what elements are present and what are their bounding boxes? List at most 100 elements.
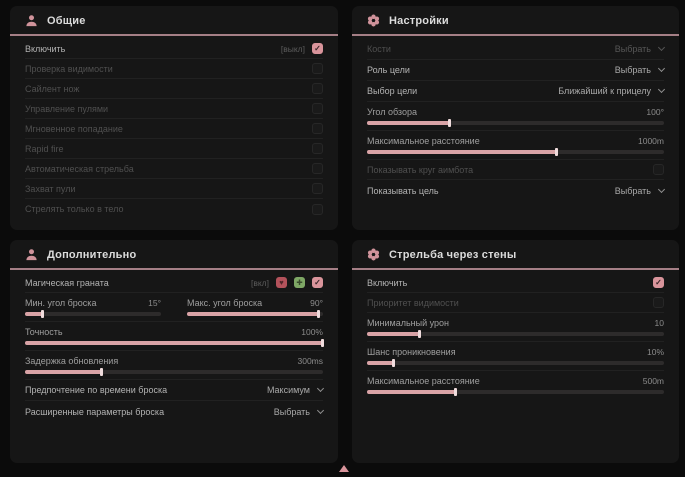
toggle-row-aimbot-circle[interactable]: Показывать круг аимбота	[367, 160, 664, 180]
slider-value: 90°	[310, 298, 323, 308]
heart-red-icon[interactable]: ♥	[276, 277, 287, 288]
min-throw-angle-slider[interactable]	[25, 310, 161, 318]
max-throw-angle-slider[interactable]	[187, 310, 323, 318]
toggle-row-enable-wallbang[interactable]: Включить ✓	[367, 273, 664, 293]
slider-value: 100%	[301, 327, 323, 337]
slider-label: Макс. угол броска	[187, 298, 263, 308]
slider-label: Максимальное расстояние	[367, 136, 480, 146]
cursor-indicator-icon	[339, 465, 349, 472]
slider-row-wallbang-max-distance: Максимальное расстояние 500m	[367, 371, 664, 399]
row-label: Магическая граната	[25, 277, 109, 288]
dropdown-value: Выбрать	[273, 406, 310, 417]
toggle-row-magic-grenade[interactable]: Магическая граната [вкл] ♥ ✚ ✓	[25, 273, 323, 293]
update-delay-slider[interactable]	[25, 368, 323, 376]
checkbox[interactable]	[312, 163, 323, 174]
cross-glyph: ✚	[296, 277, 303, 287]
panel-additional: Дополнительно Магическая граната [вкл] ♥…	[10, 240, 338, 463]
slider-value: 10%	[646, 347, 664, 357]
slider-label: Минимальный урон	[367, 318, 450, 328]
dropdown-value: Максимум	[266, 385, 310, 395]
row-label: Выбор цели	[367, 86, 418, 96]
chevron-down-icon	[657, 85, 666, 94]
slider-value: 10	[654, 318, 664, 328]
bones-dropdown[interactable]: Выбрать	[614, 43, 666, 54]
throw-time-dropdown[interactable]: Максимум	[266, 384, 325, 395]
checkbox-checked[interactable]: ✓	[312, 43, 323, 54]
row-label: Захват пули	[25, 183, 76, 194]
wallbang-max-distance-slider[interactable]	[367, 388, 664, 396]
slider-row-fov: Угол обзора 100°	[367, 102, 664, 131]
slider-label: Точность	[25, 327, 63, 337]
chevron-down-icon	[657, 185, 666, 193]
show-target-dropdown[interactable]: Выбрать	[615, 185, 666, 196]
chevron-down-icon	[316, 384, 325, 393]
toggle-row-bullet-control[interactable]: Управление пулями	[25, 99, 323, 119]
target-role-dropdown[interactable]: Выбрать	[615, 64, 666, 75]
toggle-row-rapid-fire[interactable]: Rapid fire	[25, 139, 323, 159]
advanced-throw-dropdown[interactable]: Выбрать	[273, 406, 325, 417]
panel-wallbang-body: Включить ✓ Приоритет видимости Минимальн…	[352, 270, 679, 399]
checkbox-checked[interactable]: ✓	[653, 277, 664, 288]
panel-settings: Настройки Кости Выбрать Роль цели Выбрат…	[352, 6, 679, 230]
flower-icon	[367, 14, 380, 27]
dropdown-row-show-target[interactable]: Показывать цель Выбрать	[367, 180, 666, 201]
slider-label: Угол обзора	[367, 107, 417, 117]
bind-tag: [вкл]	[250, 277, 269, 288]
checkbox[interactable]	[312, 103, 323, 114]
dropdown-row-target-role[interactable]: Роль цели Выбрать	[367, 60, 666, 81]
row-label: Rapid fire	[25, 143, 64, 154]
checkbox-checked[interactable]: ✓	[312, 277, 323, 288]
checkbox[interactable]	[312, 83, 323, 94]
fov-slider[interactable]	[367, 119, 664, 127]
dropdown-row-target-select[interactable]: Выбор цели Ближайший к прицелу	[367, 81, 666, 102]
slider-value: 15°	[148, 298, 161, 308]
toggle-row-enable[interactable]: Включить [выкл] ✓	[25, 39, 323, 59]
panel-settings-header: Настройки	[352, 6, 679, 36]
slider-row-update-delay: Задержка обновления 300ms	[25, 351, 323, 380]
toggle-row-body-only[interactable]: Стрелять только в тело	[25, 199, 323, 219]
checkbox[interactable]	[312, 123, 323, 134]
slider-row-throw-angles: Мин. угол броска 15° Макс. угол броска 9…	[25, 293, 323, 322]
toggle-row-silent-knife[interactable]: Сайлент нож	[25, 79, 323, 99]
dropdown-value: Выбрать	[614, 44, 651, 54]
bind-tag: [выкл]	[280, 43, 305, 54]
dropdown-row-advanced-throw[interactable]: Расширенные параметры броска Выбрать	[25, 401, 325, 422]
dropdown-row-bones[interactable]: Кости Выбрать	[367, 39, 666, 60]
toggle-row-visibility-priority[interactable]: Приоритет видимости	[367, 293, 664, 313]
panel-title: Настройки	[389, 14, 449, 27]
toggle-row-bullet-capture[interactable]: Захват пули	[25, 179, 323, 199]
dropdown-value: Ближайший к прицелу	[558, 86, 651, 96]
row-label: Сайлент нож	[25, 83, 80, 94]
checkbox[interactable]	[312, 63, 323, 74]
penetration-chance-slider[interactable]	[367, 359, 664, 367]
chevron-down-icon	[657, 43, 666, 52]
checkbox[interactable]	[312, 143, 323, 154]
accuracy-slider[interactable]	[25, 339, 324, 347]
panel-title: Общие	[47, 14, 86, 27]
max-distance-slider[interactable]	[367, 148, 664, 156]
row-label: Автоматическая стрельба	[25, 163, 134, 174]
check-icon: ✓	[314, 43, 321, 53]
cross-green-icon[interactable]: ✚	[294, 277, 305, 288]
checkbox[interactable]	[653, 297, 664, 308]
row-label: Стрелять только в тело	[25, 204, 124, 214]
row-label: Предпочтение по времени броска	[25, 385, 168, 395]
slider-value: 300ms	[297, 356, 323, 366]
target-select-dropdown[interactable]: Ближайший к прицелу	[558, 85, 666, 96]
checkbox[interactable]	[312, 183, 323, 194]
toggle-row-instant-hit[interactable]: Мгновенное попадание	[25, 119, 323, 139]
toggle-row-visibility-check[interactable]: Проверка видимости	[25, 59, 323, 79]
slider-label: Максимальное расстояние	[367, 376, 480, 386]
slider-value: 100°	[646, 107, 664, 117]
min-damage-slider[interactable]	[367, 330, 664, 338]
row-label: Показывать цель	[367, 185, 439, 196]
checkbox[interactable]	[312, 203, 323, 215]
chevron-down-icon	[657, 64, 666, 73]
toggle-row-auto-fire[interactable]: Автоматическая стрельба	[25, 159, 323, 179]
panel-general-header: Общие	[10, 6, 338, 36]
dropdown-row-throw-time[interactable]: Предпочтение по времени броска Максимум	[25, 380, 325, 401]
panel-title: Дополнительно	[47, 248, 137, 261]
person-icon	[25, 14, 38, 27]
flower-icon	[367, 248, 380, 261]
checkbox[interactable]	[653, 164, 664, 175]
